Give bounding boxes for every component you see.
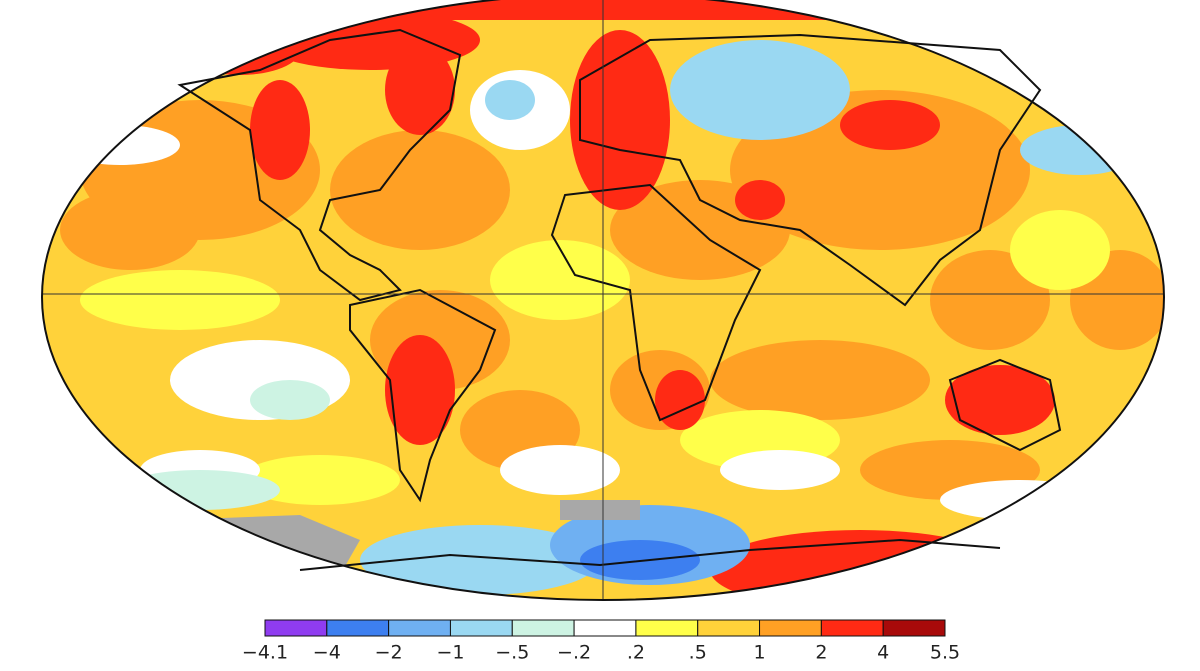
colorbar-label: −.5 xyxy=(495,642,529,664)
colorbar-swatch xyxy=(264,619,328,637)
colorbar-swatch xyxy=(759,619,822,637)
map-border xyxy=(41,0,1165,601)
colorbar-label: −4.1 xyxy=(242,642,288,664)
colorbar-swatch xyxy=(511,619,575,637)
colorbar-label: .5 xyxy=(689,642,707,664)
colorbar: −4.1 −4 −2 −1 −.5 −.2 .2 .5 1 2 4 5.5 xyxy=(242,619,960,664)
colorbar-swatch xyxy=(820,619,884,637)
colorbar-swatch xyxy=(326,619,390,637)
colorbar-swatch xyxy=(882,619,946,637)
colorbar-label: −.2 xyxy=(557,642,591,664)
graticule xyxy=(42,0,1164,600)
colorbar-label: 2 xyxy=(815,642,827,664)
colorbar-swatch xyxy=(573,619,637,637)
map-fill xyxy=(42,0,1164,600)
colorbar-label: −4 xyxy=(313,642,341,664)
colorbar-swatch xyxy=(449,619,513,637)
colorbar-label: −2 xyxy=(375,642,403,664)
colorbar-label: .2 xyxy=(627,642,645,664)
coastlines xyxy=(177,28,1062,571)
colorbar-label: 4 xyxy=(877,642,889,664)
colorbar-swatch xyxy=(697,619,761,637)
colorbar-label: 5.5 xyxy=(930,642,960,664)
colorbar-label: −1 xyxy=(436,642,464,664)
colorbar-swatch xyxy=(635,619,699,637)
colorbar-label: 1 xyxy=(753,642,765,664)
colorbar-swatch xyxy=(388,619,451,637)
